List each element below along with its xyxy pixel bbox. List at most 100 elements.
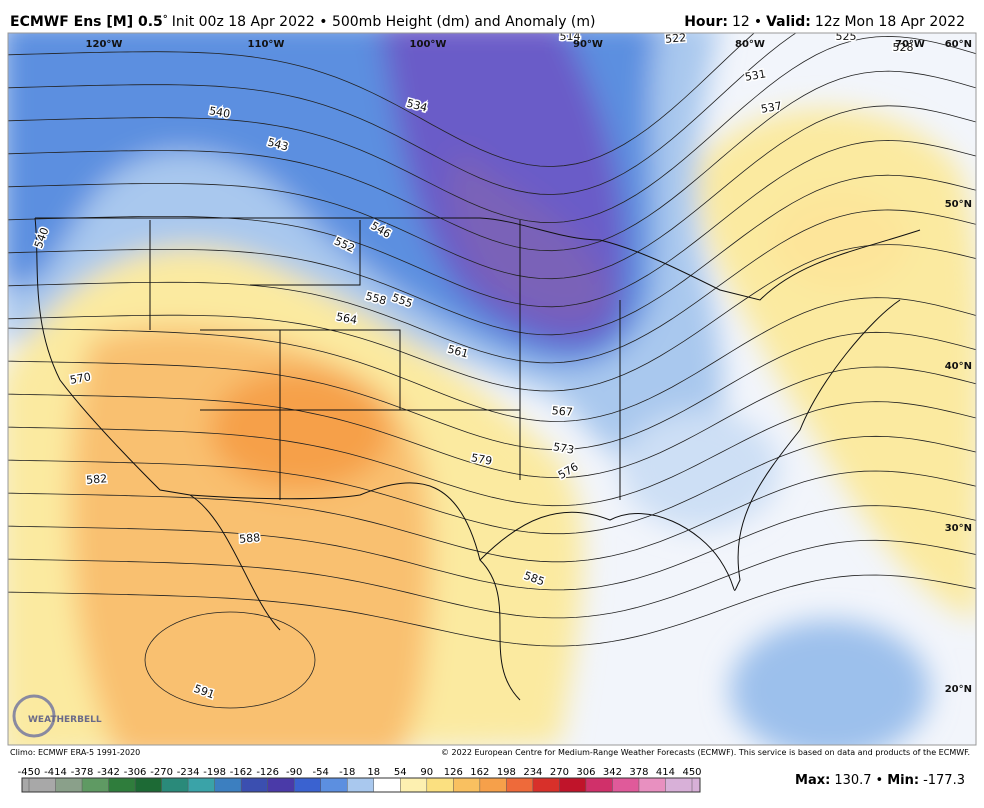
contour-line	[8, 174, 976, 336]
hour: 12	[732, 14, 750, 30]
colorbar-swatch	[612, 778, 639, 792]
colorbar-tick-label: 90	[420, 767, 433, 778]
colorbar-tick-label: 198	[497, 767, 516, 778]
colorbar-swatch	[188, 778, 215, 792]
colorbar-tick-label: -378	[71, 767, 94, 778]
colorbar-swatch	[241, 778, 268, 792]
lat-label: 50°N	[945, 199, 972, 210]
colorbar-swatch	[347, 778, 374, 792]
contour-label: 531	[744, 67, 767, 83]
colorbar-tick-label: -162	[230, 767, 253, 778]
contour-label: 570	[69, 370, 92, 386]
colorbar-tick-label: 162	[470, 767, 489, 778]
subtitle: Init 00z 18 Apr 2022 • 500mb Height (dm)…	[172, 14, 596, 30]
contour-label: 564	[335, 310, 358, 326]
max-label: Max:	[795, 773, 830, 788]
sep: •	[876, 773, 884, 788]
colorbar-tick-label: -342	[97, 767, 120, 778]
colorbar-swatch	[267, 778, 295, 792]
colorbar-tick-label: 234	[523, 767, 542, 778]
colorbar-tick-label: -90	[286, 767, 302, 778]
anomaly-shading	[8, 33, 976, 745]
header-right: Hour: 12 • Valid: 12z Mon 18 Apr 2022	[684, 14, 965, 30]
lon-label: 120°W	[86, 39, 123, 50]
colorbar-swatch	[506, 778, 533, 792]
colorbar-swatch	[585, 778, 613, 792]
lon-label: 110°W	[248, 39, 285, 50]
colorbar-tick-label: 450	[682, 767, 701, 778]
colorbar-tick-label: -234	[177, 767, 200, 778]
lon-label: 80°W	[735, 39, 765, 50]
contour-label: 573	[552, 440, 575, 456]
colorbar-swatch	[22, 778, 56, 792]
contour-line	[8, 209, 976, 364]
colorbar-swatch	[426, 778, 454, 792]
contour-label: 525	[836, 30, 857, 43]
colorbar-swatch	[82, 778, 109, 792]
contour-line	[8, 33, 755, 167]
colorbar-swatch	[638, 778, 666, 792]
colorbar-tick-label: -126	[256, 767, 279, 778]
contour-line	[8, 33, 797, 195]
contour-line	[8, 401, 976, 507]
colorbar-swatch	[214, 778, 242, 792]
colorbar-swatch	[665, 778, 700, 792]
header-left: ECMWF Ens [M] 0.5° Init 00z 18 Apr 2022 •…	[10, 14, 596, 30]
contour-line	[8, 297, 976, 422]
colorbar-swatch	[559, 778, 586, 792]
map-frame	[7, 32, 977, 746]
borders	[34, 217, 921, 701]
colorbar-tick-label: -270	[150, 767, 173, 778]
contour-label: 579	[470, 451, 493, 467]
colorbar-swatch	[108, 778, 136, 792]
contour-line	[8, 435, 976, 535]
contour-label: 528	[893, 41, 914, 54]
colorbar-tick-label: -414	[44, 767, 67, 778]
colorbar-swatch	[55, 778, 83, 792]
lat-label: 20°N	[945, 684, 972, 695]
colorbar-swatch	[532, 778, 560, 792]
contour-label: 514	[560, 30, 581, 43]
degree: °	[163, 14, 168, 25]
colorbar-swatch	[294, 778, 321, 792]
copyright: © 2022 European Centre for Medium-Range …	[441, 748, 970, 757]
colorbar-tick-label: -306	[124, 767, 147, 778]
contour-line	[8, 574, 976, 647]
min-label: Min:	[887, 773, 919, 788]
lon-label: 70°W	[895, 39, 925, 50]
colorbar-tick-label: 306	[576, 767, 595, 778]
contour-line	[8, 70, 976, 252]
logo-text: WEATHERBELL	[28, 715, 102, 725]
lon-label: 90°W	[573, 39, 603, 50]
colorbar-tick-label: 126	[444, 767, 463, 778]
contour-line	[8, 539, 976, 619]
colorbar-tick-label: 342	[603, 767, 622, 778]
valid-label: Valid:	[766, 14, 811, 30]
lat-label: 40°N	[945, 361, 972, 372]
contour-label: 567	[551, 404, 573, 419]
lat-label: 30°N	[945, 523, 972, 534]
height-contours	[8, 33, 976, 709]
contour-line	[8, 140, 976, 308]
contour-line	[8, 105, 976, 280]
sep: •	[754, 14, 762, 30]
contour-line	[8, 366, 976, 478]
contour-line	[8, 505, 976, 591]
contour-line	[8, 244, 976, 392]
lon-label: 100°W	[410, 39, 447, 50]
max-min: Max: 130.7 • Min: -177.3	[795, 773, 965, 788]
contour-line	[8, 331, 976, 451]
colorbar-tick-label: 54	[394, 767, 407, 778]
contour-label: 540	[208, 104, 231, 120]
colorbar-swatch	[161, 778, 189, 792]
contour-label: 537	[760, 99, 783, 115]
colorbar-frame	[21, 777, 701, 793]
contour-label: 588	[239, 531, 261, 546]
colorbar-swatch	[135, 778, 162, 792]
lat-label: 60°N	[945, 39, 972, 50]
colorbar-tick-label: -450	[18, 767, 41, 778]
colorbar-tick-label: -198	[203, 767, 226, 778]
colorbar-swatch	[373, 778, 401, 792]
colorbar-swatch	[453, 778, 480, 792]
